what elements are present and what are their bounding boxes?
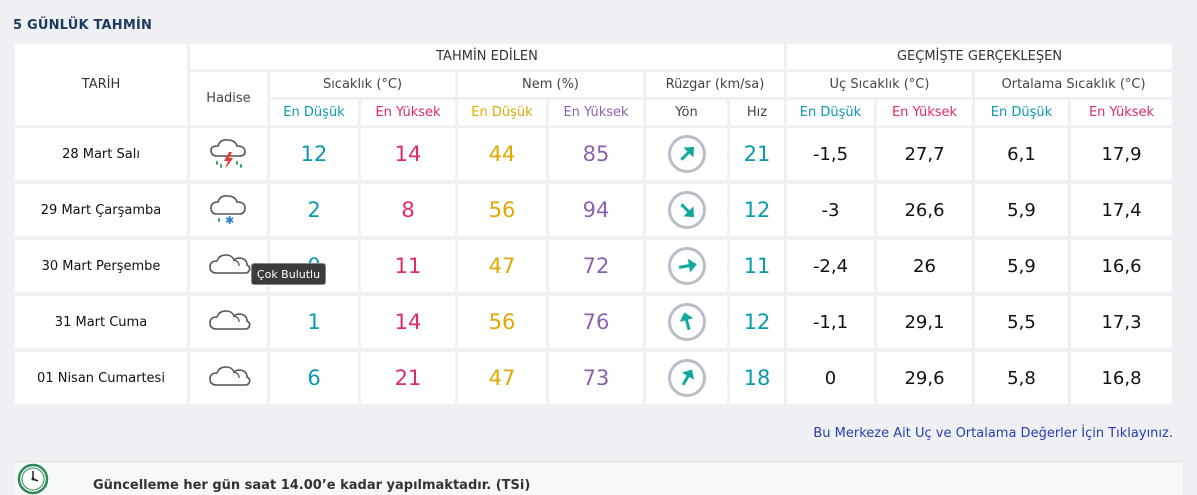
clock-icon [16,462,50,495]
row-average-max: 17,4 [1071,184,1172,236]
row-average-max: 17,3 [1071,296,1172,348]
row-wind-speed: 12 [730,296,784,348]
row-humidity-max: 76 [549,296,643,348]
row-extreme-max: 29,6 [877,352,972,404]
row-date: 31 Mart Cuma [15,296,187,348]
subheader-hiz: Hız [730,100,784,125]
info-bar [15,461,1182,495]
row-average-max: 17,9 [1071,128,1172,180]
row-temp-max: 8 [361,184,455,236]
row-temp-max: 14 [361,128,455,180]
row-temp-min: 6 [270,352,358,404]
row-wind-speed: 18 [730,352,784,404]
row-average-min: 5,9 [975,240,1068,292]
header-nem: Nem (%) [458,72,643,97]
row-humidity-min: 56 [458,184,546,236]
row-temp-max: 14 [361,296,455,348]
row-average-min: 5,5 [975,296,1068,348]
row-extreme-min: 0 [787,352,874,404]
row-date: 01 Nisan Cumartesi [15,352,187,404]
row-extreme-min: -1,1 [787,296,874,348]
row-extreme-max: 26,6 [877,184,972,236]
row-humidity-min: 44 [458,128,546,180]
row-extreme-min: -2,4 [787,240,874,292]
header-ruzgar: Rüzgar (km/sa) [646,72,784,97]
header-tarih: TARİH [15,44,187,125]
row-extreme-max: 27,7 [877,128,972,180]
header-ortalama-sicaklik: Ortalama Sıcaklık (°C) [975,72,1172,97]
wind-arrow-icon [667,191,706,229]
subheader-ort-max: En Yüksek [1071,100,1172,125]
cloud-sleet-icon[interactable]: ✱ [207,188,251,232]
wind-arrow-icon [667,303,706,341]
cloudy-icon[interactable] [205,361,253,395]
subheader-yon: Yön [646,100,727,125]
row-humidity-max: 94 [549,184,643,236]
header-gecmis: GEÇMİŞTE GERÇEKLEŞEN [787,44,1172,69]
row-wind-direction [646,184,727,236]
wind-arrow-icon [667,135,706,173]
row-temp-min: 1 [270,296,358,348]
cloudy-icon[interactable] [205,305,253,339]
row-average-min: 5,8 [975,352,1068,404]
row-extreme-max: 26 [877,240,972,292]
subheader-nem-max: En Yüksek [549,100,643,125]
row-humidity-min: 56 [458,296,546,348]
row-humidity-min: 47 [458,240,546,292]
row-humidity-max: 73 [549,352,643,404]
row-humidity-max: 72 [549,240,643,292]
wind-arrow-icon [667,247,706,285]
svg-text:✱: ✱ [225,214,234,227]
row-weather-icon [190,128,267,180]
subheader-nem-min: En Düşük [458,100,546,125]
subheader-uc-max: En Yüksek [877,100,972,125]
header-uc-sicaklik: Uç Sıcaklık (°C) [787,72,972,97]
row-average-min: 6,1 [975,128,1068,180]
row-temp-max: 21 [361,352,455,404]
row-wind-direction [646,240,727,292]
subheader-sicaklik-max: En Yüksek [361,100,455,125]
row-weather-icon [190,352,267,404]
row-wind-direction [646,296,727,348]
row-extreme-min: -3 [787,184,874,236]
header-tahmin: TAHMİN EDİLEN [190,44,784,69]
row-average-min: 5,9 [975,184,1068,236]
subheader-sicaklik-min: En Düşük [270,100,358,125]
row-temp-min: 12 [270,128,358,180]
page-title: 5 GÜNLÜK TAHMİN [13,18,153,33]
row-wind-speed: 11 [730,240,784,292]
header-hadise: Hadise [190,72,267,125]
row-weather-icon [190,296,267,348]
cloud-rain-lightning-icon[interactable] [207,132,251,176]
header-sicaklik: Sıcaklık (°C) [270,72,455,97]
row-wind-speed: 12 [730,184,784,236]
extremes-link[interactable]: Bu Merkeze Ait Uç ve Ortalama Değerler İ… [813,426,1173,441]
row-temp-min: 2 [270,184,358,236]
subheader-uc-min: En Düşük [787,100,874,125]
row-humidity-max: 85 [549,128,643,180]
row-temp-max: 11 [361,240,455,292]
row-extreme-max: 29,1 [877,296,972,348]
subheader-ort-min: En Düşük [975,100,1068,125]
row-humidity-min: 47 [458,352,546,404]
wind-arrow-icon [667,359,706,397]
row-wind-direction [646,352,727,404]
row-wind-direction [646,128,727,180]
row-date: 30 Mart Perşembe [15,240,187,292]
row-wind-speed: 21 [730,128,784,180]
row-average-max: 16,8 [1071,352,1172,404]
tooltip: Çok Bulutlu [251,263,326,285]
row-weather-icon: ✱ [190,184,267,236]
row-extreme-min: -1,5 [787,128,874,180]
row-average-max: 16,6 [1071,240,1172,292]
cloudy-icon[interactable] [205,249,253,283]
row-date: 29 Mart Çarşamba [15,184,187,236]
update-info: Güncelleme her gün saat 14.00’e kadar ya… [93,478,531,493]
row-date: 28 Mart Salı [15,128,187,180]
